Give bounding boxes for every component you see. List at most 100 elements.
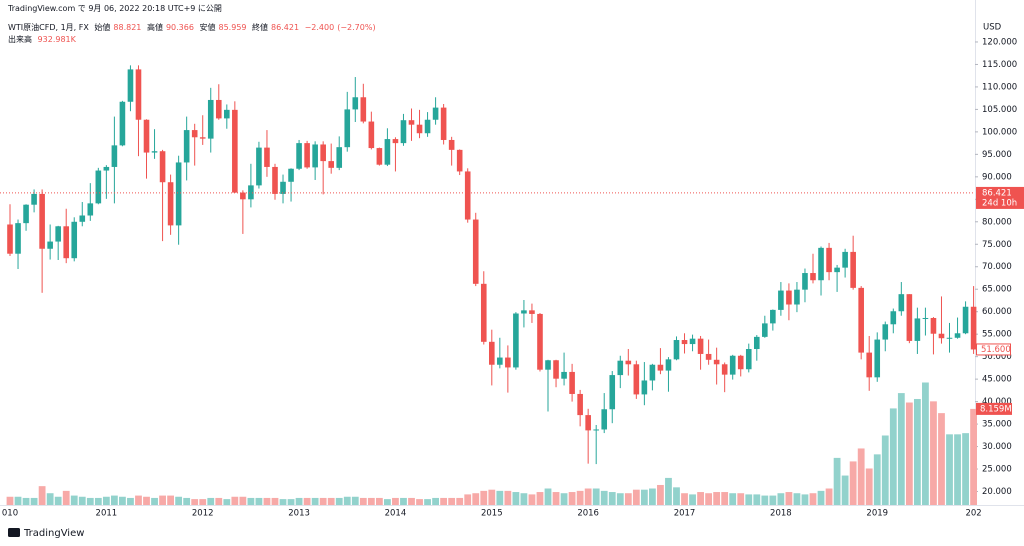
volume-bar	[78, 496, 86, 505]
candle-body	[962, 306, 969, 334]
y-tick-label: 110.000	[982, 82, 1017, 92]
candles	[7, 65, 977, 465]
y-tick-label: 100.000	[982, 127, 1017, 137]
volume-bar	[183, 497, 191, 505]
volume-bar	[327, 497, 335, 505]
last-price-box	[976, 186, 1024, 209]
y-tick-label: 25.000	[982, 465, 1012, 475]
open-value: 88.821	[113, 23, 142, 32]
change: −2.400	[304, 23, 335, 32]
high-value: 90.366	[165, 23, 194, 32]
volume-bar	[881, 435, 889, 505]
volume-bar	[938, 413, 945, 505]
last-close-box	[976, 343, 1011, 356]
candle-body	[199, 137, 206, 139]
volume-bar	[777, 493, 785, 505]
volume-bar	[817, 490, 825, 505]
y-tick-label: 45.000	[982, 375, 1012, 385]
volume-bar	[271, 497, 279, 505]
volume-bar	[889, 408, 897, 505]
candle-body	[47, 241, 53, 249]
volume-bar	[600, 490, 608, 505]
candle-body	[529, 310, 535, 314]
candle-body	[464, 171, 471, 220]
candle-body	[633, 364, 640, 395]
candle-body	[553, 360, 559, 379]
candle-body	[87, 203, 94, 216]
volume-bar	[247, 497, 255, 505]
x-tick-label: 2013	[288, 509, 310, 519]
candle-body	[472, 219, 479, 284]
volume-bar	[46, 493, 54, 505]
brand: TradingView	[23, 528, 84, 539]
volume-bar	[753, 494, 761, 505]
volume-bar	[673, 487, 680, 505]
y-tick-label: 55.000	[982, 330, 1012, 340]
x-tick-label: 2019	[866, 509, 888, 519]
volume-bar	[922, 382, 929, 505]
candle-body	[786, 290, 792, 305]
candle-body	[55, 226, 61, 242]
volume-bar	[319, 497, 327, 505]
y-tick-label: 80.000	[982, 217, 1012, 227]
candle-body	[890, 311, 897, 325]
candle-body	[360, 97, 367, 122]
y-tick-label: 70.000	[982, 262, 1012, 272]
last-volume-box	[976, 402, 1012, 415]
candle-body	[689, 338, 696, 345]
volume-bar	[962, 433, 969, 505]
volume-bar	[279, 499, 287, 505]
volume-bar	[416, 499, 423, 505]
volume-bar	[464, 494, 472, 505]
volume-bar	[287, 499, 295, 505]
volume-bar	[408, 497, 415, 505]
candle-body	[497, 357, 503, 365]
volume-bar	[496, 490, 504, 505]
candle-body	[970, 306, 977, 350]
volume-bar	[14, 496, 22, 505]
volume-bar	[905, 402, 913, 505]
volume-bar	[159, 495, 166, 505]
volume-bar	[143, 496, 150, 505]
candle-body	[15, 223, 21, 254]
high-label: 高値	[146, 23, 163, 32]
open-label: 始値	[94, 23, 111, 32]
candle-body	[408, 120, 415, 125]
volume-bar	[657, 484, 664, 505]
candle-body	[71, 221, 78, 259]
volume-bar	[761, 495, 769, 505]
volume-bar	[295, 497, 303, 505]
volume-bar	[665, 477, 672, 505]
candle-body	[882, 324, 889, 340]
volume-bar	[54, 496, 62, 505]
volume-bar	[151, 497, 158, 505]
candle-body	[63, 226, 70, 259]
volume-bar	[552, 492, 560, 505]
volume-bar	[873, 454, 881, 505]
candle-body	[392, 139, 399, 144]
volume-bar	[560, 493, 568, 505]
candle-body	[232, 109, 238, 193]
x-tick-label: 2016	[577, 509, 599, 519]
symbol: WTI原油CFD, 1月, FX	[8, 23, 89, 32]
y-tick-label: 115.000	[982, 60, 1017, 70]
candle-body	[545, 360, 551, 370]
candle-body	[818, 247, 824, 281]
candle-body	[922, 317, 929, 319]
y-tick-label: 95.000	[982, 150, 1012, 160]
candle-body	[248, 185, 254, 200]
candle-body	[376, 148, 383, 165]
volume-bar	[576, 490, 584, 505]
x-tick-label: 2012	[192, 509, 214, 519]
volume-bar	[167, 495, 174, 505]
candle-body	[745, 349, 752, 370]
y-tick-label: 60.000	[982, 307, 1012, 317]
volume-bar	[432, 497, 439, 505]
volume-bar	[970, 408, 977, 505]
candle-body	[858, 287, 864, 353]
y-tick-label: 90.000	[982, 172, 1012, 182]
last-volume-label: 8.159M	[980, 404, 1012, 414]
volume-bar	[592, 488, 600, 505]
volume-bar	[215, 497, 223, 505]
candle-body	[938, 333, 945, 339]
